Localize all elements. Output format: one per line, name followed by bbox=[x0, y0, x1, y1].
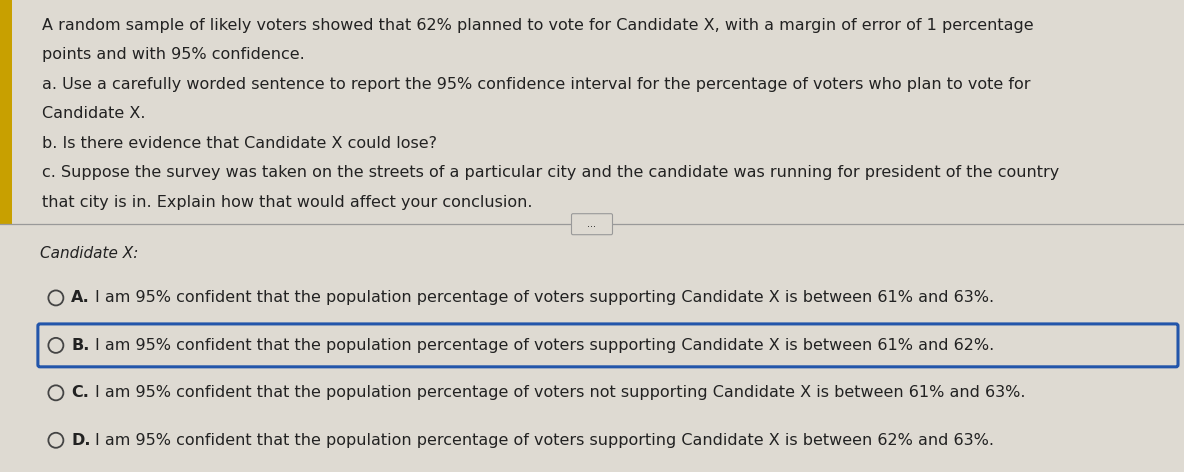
Text: Candidate X.: Candidate X. bbox=[41, 107, 146, 121]
Text: A random sample of likely voters showed that 62% planned to vote for Candidate X: A random sample of likely voters showed … bbox=[41, 18, 1034, 33]
FancyBboxPatch shape bbox=[38, 324, 1178, 367]
Text: b. Is there evidence that Candidate X could lose?: b. Is there evidence that Candidate X co… bbox=[41, 136, 437, 151]
Text: A.: A. bbox=[71, 290, 90, 305]
Text: a. Use a carefully worded sentence to report the 95% confidence interval for the: a. Use a carefully worded sentence to re… bbox=[41, 77, 1030, 92]
Text: Candidate X:: Candidate X: bbox=[40, 246, 139, 261]
Bar bbox=[0, 224, 1184, 472]
FancyBboxPatch shape bbox=[572, 214, 612, 235]
Text: I am 95% confident that the population percentage of voters supporting Candidate: I am 95% confident that the population p… bbox=[96, 433, 995, 448]
Text: I am 95% confident that the population percentage of voters supporting Candidate: I am 95% confident that the population p… bbox=[96, 338, 995, 353]
Text: ...: ... bbox=[587, 219, 597, 229]
Text: I am 95% confident that the population percentage of voters not supporting Candi: I am 95% confident that the population p… bbox=[96, 385, 1025, 400]
Text: points and with 95% confidence.: points and with 95% confidence. bbox=[41, 48, 304, 62]
Text: D.: D. bbox=[71, 433, 91, 448]
Bar bbox=[0, 0, 1184, 224]
Text: B.: B. bbox=[71, 338, 90, 353]
Text: I am 95% confident that the population percentage of voters supporting Candidate: I am 95% confident that the population p… bbox=[96, 290, 995, 305]
Bar bbox=[0, 0, 12, 224]
Text: C.: C. bbox=[71, 385, 89, 400]
Text: c. Suppose the survey was taken on the streets of a particular city and the cand: c. Suppose the survey was taken on the s… bbox=[41, 166, 1060, 180]
Text: that city is in. Explain how that would affect your conclusion.: that city is in. Explain how that would … bbox=[41, 195, 533, 210]
